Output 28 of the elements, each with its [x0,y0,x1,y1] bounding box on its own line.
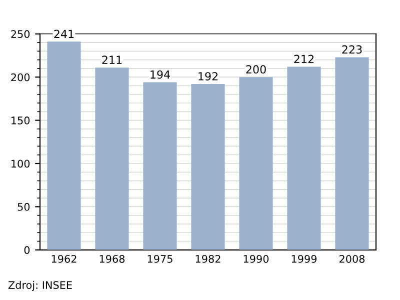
y-tick-label: 250 [11,30,30,38]
y-tick-label: 150 [12,116,30,124]
data-label: 200 [246,65,266,74]
x-tick-label: 1982 [196,254,220,263]
bar [191,84,225,250]
data-label: 192 [198,72,218,80]
y-tick-label: 100 [12,160,30,168]
text: Zdroj: INSEE [8,280,72,291]
data-label: 241 [54,30,74,38]
bar [335,57,369,250]
x-tick-label: 1962 [52,254,76,263]
y-tick-label: 50 [18,202,30,211]
x-tick-label: 1968 [100,254,125,263]
data-label: 212 [294,54,314,64]
data-label: 223 [342,45,362,54]
x-tick-label: 2008 [340,254,365,263]
x-tick-label: 1990 [244,254,269,263]
bar [47,42,81,250]
y-tick-label: 0 [24,246,30,254]
data-label: 211 [102,56,122,64]
bar [287,66,321,250]
bar [239,77,273,250]
x-tick-label: 1999 [292,254,317,263]
bar [143,82,177,250]
data-label: 194 [150,70,170,79]
x-tick-label: 1975 [148,254,172,263]
y-tick-label: 200 [11,73,30,82]
bar [95,68,129,250]
